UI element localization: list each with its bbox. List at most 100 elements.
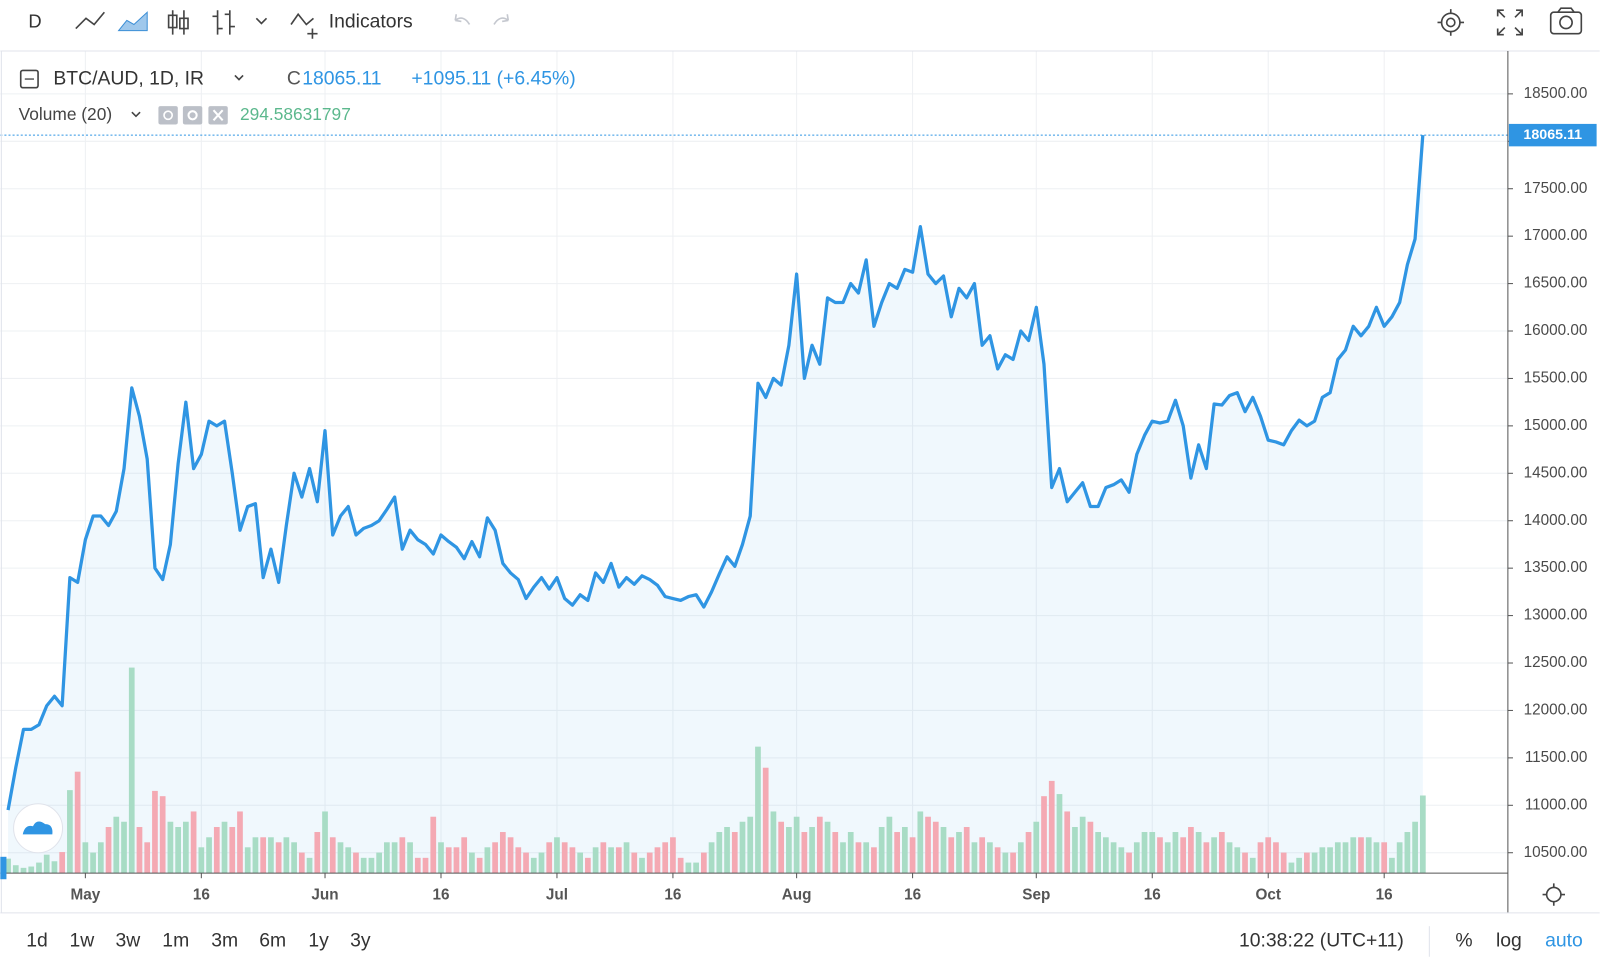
volume-bar (979, 837, 986, 874)
y-tick-label: 14000.00 (1524, 512, 1588, 529)
volume-bar (345, 847, 352, 874)
volume-bar (322, 811, 328, 874)
indicators-icon[interactable] (290, 12, 318, 39)
bars-style-icon[interactable] (75, 11, 105, 30)
volume-bar (291, 842, 297, 874)
volume-bar (1226, 842, 1233, 874)
volume-hide[interactable] (158, 106, 178, 125)
scale-option[interactable]: % (1455, 930, 1472, 952)
indicators-button[interactable]: Indicators (329, 11, 413, 33)
volume-bar (700, 852, 707, 874)
volume-bar (793, 816, 800, 874)
volume-bar (268, 837, 274, 874)
volume-remove-x (212, 109, 224, 122)
volume-bar (1025, 832, 1032, 874)
snapshot-button[interactable] (1549, 7, 1583, 35)
volume-bar (1133, 842, 1140, 874)
logo-button[interactable] (13, 803, 64, 854)
area-style-icon[interactable] (117, 11, 148, 32)
range-button[interactable]: 1d (26, 930, 48, 952)
x-tick-label: May (70, 887, 100, 904)
volume-bar (275, 842, 282, 874)
volume-bar (847, 832, 854, 874)
undo-button[interactable] (454, 14, 471, 25)
volume-bar (1412, 821, 1418, 874)
volume-bar (646, 852, 653, 874)
volume-bar (1203, 842, 1210, 874)
volume-bar (461, 837, 468, 874)
settings-axis-button[interactable] (1542, 883, 1566, 906)
scale-option[interactable]: auto (1545, 930, 1583, 952)
volume-bar (1327, 847, 1333, 874)
volume-bar (623, 842, 630, 874)
volume-bar (1358, 837, 1364, 874)
range-button[interactable]: 6m (259, 930, 286, 952)
volume-bar (1404, 832, 1411, 874)
volume-bar (554, 837, 560, 874)
volume-bar (739, 821, 746, 874)
volume-bar (654, 847, 661, 874)
volume-title: Volume (20) (19, 104, 112, 124)
volume-bar (67, 790, 73, 874)
volume-bar (353, 852, 359, 874)
fullscreen-button[interactable] (1496, 9, 1523, 36)
volume-bar (631, 852, 638, 874)
interval-button[interactable]: D (28, 10, 41, 31)
symbol-dropdown[interactable] (234, 74, 244, 81)
x-tick-label: 16 (664, 887, 681, 904)
range-button[interactable]: 3y (350, 930, 371, 952)
volume-bar (314, 832, 321, 874)
volume-bar (886, 816, 893, 874)
volume-bar (1280, 852, 1287, 874)
scale-option[interactable]: log (1496, 930, 1522, 952)
volume-bar (159, 796, 166, 874)
collapse-legend[interactable] (19, 69, 39, 89)
volume-bar (592, 847, 599, 874)
volume-settings[interactable] (182, 106, 203, 125)
range-button[interactable]: 3w (115, 930, 141, 952)
volume-bar (1118, 847, 1125, 874)
volume-bar (260, 837, 267, 874)
volume-bar (399, 837, 406, 874)
volume-bar (422, 857, 429, 874)
volume-dropdown[interactable] (131, 111, 141, 118)
volume-value: 294.58631797 (240, 104, 351, 124)
volume-bar (1389, 857, 1395, 874)
volume-bar (1211, 837, 1217, 874)
volume-bar (1334, 842, 1341, 874)
volume-bar (770, 811, 777, 874)
range-button[interactable]: 3m (211, 930, 238, 952)
y-tick-label: 15500.00 (1524, 369, 1588, 386)
x-tick-label: 16 (1376, 887, 1393, 904)
y-tick-label: 13500.00 (1524, 559, 1588, 576)
range-button[interactable]: 1m (162, 930, 189, 952)
range-button[interactable]: 1w (70, 930, 96, 952)
heikin-icon[interactable] (212, 10, 235, 35)
x-tick-label: 16 (904, 887, 921, 904)
y-tick-label: 11000.00 (1525, 796, 1588, 813)
volume-bar (538, 852, 545, 874)
volume-settings-gear (187, 110, 198, 121)
volume-bar (306, 857, 313, 874)
volume-bar (608, 847, 614, 874)
chart-type-dropdown[interactable] (255, 17, 268, 25)
volume-bar (128, 667, 135, 874)
redo-button[interactable] (493, 14, 510, 25)
volume-bar (190, 811, 197, 874)
volume-bar (152, 790, 158, 874)
volume-bar (1265, 837, 1272, 874)
volume-bar (1218, 832, 1225, 874)
volume-bar (368, 857, 375, 874)
volume-bar (863, 842, 870, 874)
volume-bar (1149, 832, 1156, 874)
volume-bar (1288, 862, 1295, 874)
settings-button[interactable] (1437, 9, 1465, 36)
y-tick-label: 11500.00 (1525, 749, 1588, 766)
volume-bar (453, 847, 460, 874)
volume-bar (144, 842, 151, 874)
close-value: 18065.11 (302, 68, 381, 90)
scroll-handle[interactable] (0, 856, 7, 880)
range-button[interactable]: 1y (308, 930, 329, 952)
candles-icon[interactable] (167, 10, 189, 35)
